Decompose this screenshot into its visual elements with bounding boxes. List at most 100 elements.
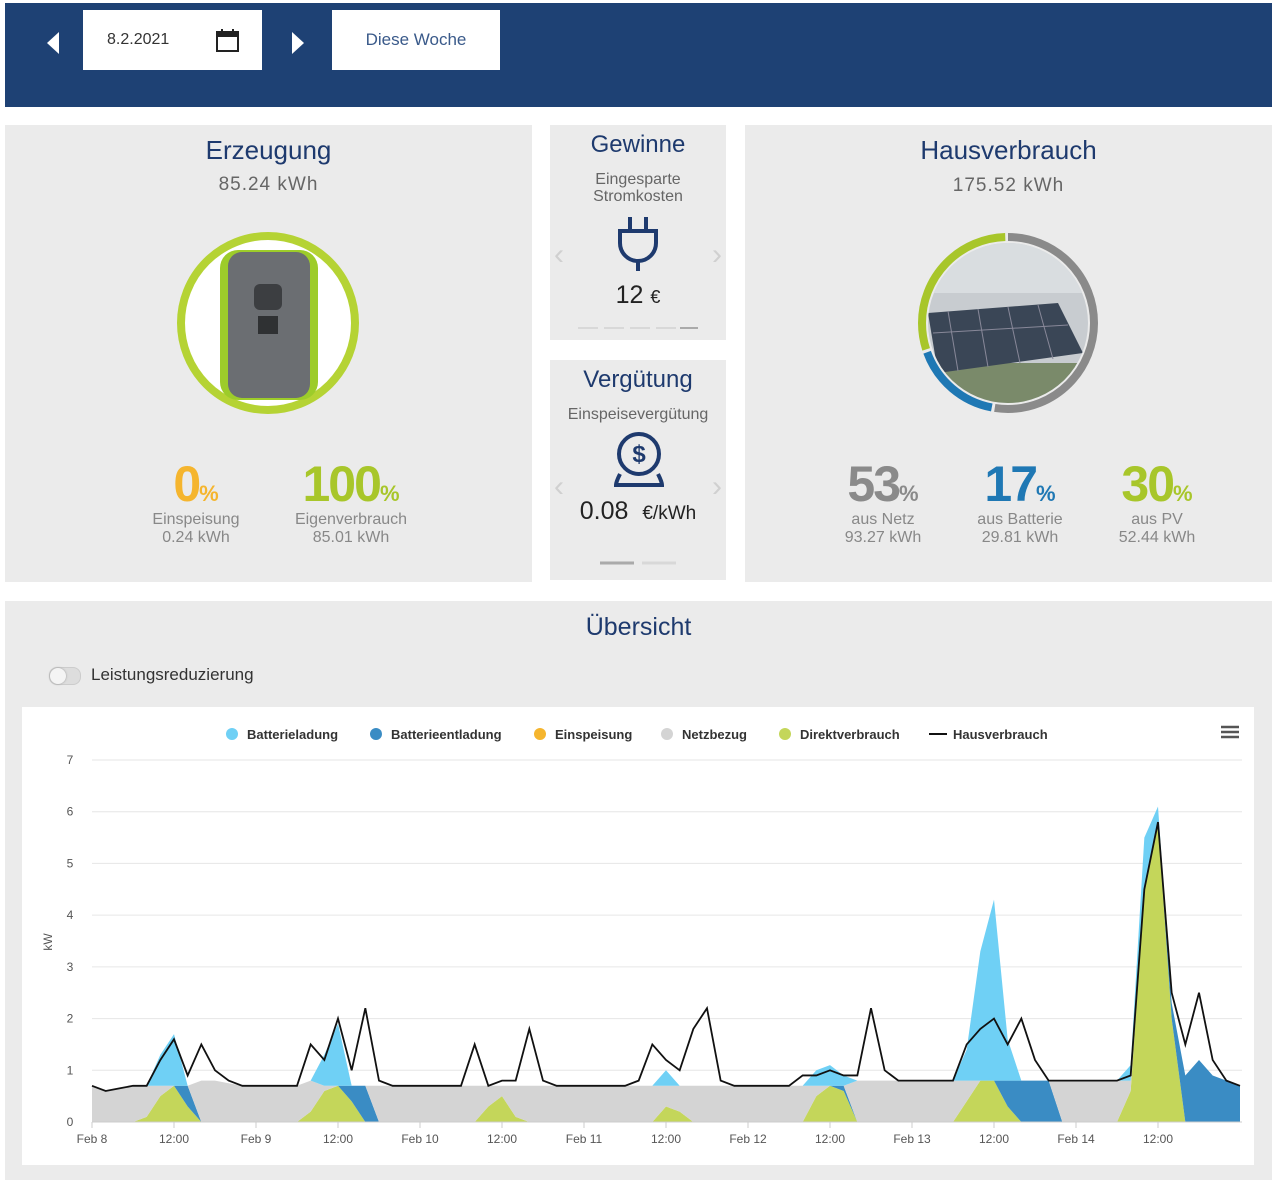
date-box[interactable]: 8.2.2021 xyxy=(83,10,262,70)
x-tick-label: 12:00 xyxy=(651,1132,681,1146)
legend-label: Batterieladung xyxy=(247,727,338,742)
menu-icon[interactable] xyxy=(1221,725,1239,739)
inverter-image xyxy=(177,232,359,414)
stat-label: Eigenverbrauch xyxy=(294,511,408,528)
overview-title: Übersicht xyxy=(585,613,692,641)
stat-unit: % xyxy=(1036,481,1056,506)
donut xyxy=(918,233,1098,413)
x-tick-label: 12:00 xyxy=(323,1132,353,1146)
card-subtitle: Einspeisevergütung xyxy=(567,406,709,423)
legend-label: Netzbezug xyxy=(682,727,747,742)
svg-text:$: $ xyxy=(632,441,646,468)
x-tick-label: Feb 13 xyxy=(893,1132,931,1146)
stat-label: aus Netz xyxy=(851,511,915,528)
x-tick-label: Feb 14 xyxy=(1057,1132,1095,1146)
toggle[interactable] xyxy=(49,667,81,685)
stat-label: aus Batterie xyxy=(977,511,1063,528)
erzeugung-card: Erzeugung 85.24 kWh 0% Einspeisung 0.24 kW… xyxy=(5,125,532,582)
card-title: Vergütung xyxy=(583,366,693,393)
stat-number: 0 xyxy=(173,456,201,512)
prev-chevron[interactable]: ‹ xyxy=(554,238,564,271)
plug-icon xyxy=(618,217,658,271)
stat: 30% aus PV 52.44 kWh xyxy=(1077,455,1237,547)
stat-number: 53 xyxy=(847,456,901,512)
gewinne-card: Gewinne Eingesparte Stromkosten ‹ › 12 € xyxy=(550,125,726,340)
calendar-icon[interactable] xyxy=(215,28,241,54)
chart: 0 1 2 3 4 5 6 7 kW Feb 8 12:00 Feb 9 12:00 Feb 10 12:0… xyxy=(22,707,1254,1165)
line xyxy=(91,821,1241,1092)
coin-icon: $ xyxy=(613,432,665,487)
stat: 100% Eigenverbrauch 85.01 kWh xyxy=(271,455,431,547)
stat-number: 30 xyxy=(1121,456,1175,512)
stat-amount: 85.01 kWh xyxy=(312,529,390,546)
x-tick-label: 12:00 xyxy=(1143,1132,1173,1146)
legend-label: Hausverbrauch xyxy=(953,727,1048,742)
area xyxy=(92,822,1240,1122)
legend-label: Batterieentladung xyxy=(391,727,502,742)
legend-swatch xyxy=(534,728,546,740)
card-subtitle: Eingesparte Stromkosten xyxy=(593,171,683,205)
value-unit: € xyxy=(650,287,661,307)
x-tick-label: Feb 12 xyxy=(729,1132,767,1146)
next-chevron[interactable]: › xyxy=(712,238,722,271)
y-tick-label: 5 xyxy=(67,856,74,870)
card-title: Hausverbrauch xyxy=(920,135,1097,165)
pager-dots[interactable] xyxy=(600,561,678,565)
prev-chevron[interactable]: ‹ xyxy=(554,470,564,503)
stat: 0% Einspeisung 0.24 kWh xyxy=(116,455,276,547)
x-tick-label: Feb 10 xyxy=(401,1132,439,1146)
card-title: Erzeugung xyxy=(205,135,332,165)
stat-value: 17% xyxy=(940,455,1100,512)
toggle-label: Leistungsreduzierung xyxy=(91,665,254,684)
card-title: Gewinne xyxy=(590,131,686,158)
gewinne-value: 12 € xyxy=(550,281,726,310)
week-button[interactable]: Diese Woche xyxy=(332,10,500,70)
y-tick-label: 0 xyxy=(67,1115,74,1129)
area xyxy=(92,806,1240,1091)
y-tick-label: 4 xyxy=(67,908,74,922)
card-total: 85.24 kWh xyxy=(218,174,319,195)
x-tick-label: Feb 9 xyxy=(241,1132,272,1146)
y-tick-label: 7 xyxy=(67,753,74,767)
stat-unit: % xyxy=(379,481,400,506)
date: 8.2.2021 xyxy=(107,31,170,48)
stat-number: 17 xyxy=(984,456,1038,512)
y-tick-label: 6 xyxy=(67,805,74,819)
next-chevron[interactable]: › xyxy=(712,470,722,503)
verguetung-card: Vergütung Einspeisevergütung ‹ › $ 0.08 €… xyxy=(550,360,726,580)
stat-value: 0% xyxy=(116,455,276,512)
legend-label: Direktverbrauch xyxy=(800,727,900,742)
verguetung-value: 0.08 €/kWh xyxy=(550,497,726,526)
stat: 17% aus Batterie 29.81 kWh xyxy=(940,455,1100,547)
value-unit: €/kWh xyxy=(642,503,697,524)
legend-swatch xyxy=(226,728,238,740)
pager-dots[interactable] xyxy=(578,326,700,330)
value-number: 0.08 xyxy=(579,497,629,525)
stat-unit: % xyxy=(1173,481,1193,506)
stat-unit: % xyxy=(199,481,219,506)
legend-swatch xyxy=(661,728,673,740)
y-tick-label: 3 xyxy=(67,960,74,974)
stat-amount: 52.44 kWh xyxy=(1118,529,1196,546)
x-tick-label: 12:00 xyxy=(815,1132,845,1146)
area xyxy=(92,822,1240,1091)
next-arrow[interactable] xyxy=(288,30,308,56)
stat-amount: 93.27 kWh xyxy=(844,529,922,546)
stat-label: aus PV xyxy=(1131,511,1183,528)
prev-arrow[interactable] xyxy=(43,30,63,56)
donut-segment xyxy=(918,233,1098,413)
y-axis-label: kW xyxy=(41,933,55,951)
value-number: 12 xyxy=(615,281,644,309)
card-total: 175.52 kWh xyxy=(952,175,1065,196)
stat-unit: % xyxy=(899,481,919,506)
donut-segment xyxy=(918,233,1098,413)
legend-label: Einspeisung xyxy=(555,727,632,742)
x-tick-label: 12:00 xyxy=(159,1132,189,1146)
stat-value: 53% xyxy=(803,455,963,512)
y-tick-label: 1 xyxy=(67,1063,74,1077)
y-tick-label: 2 xyxy=(67,1012,74,1026)
x-tick-label: 12:00 xyxy=(979,1132,1009,1146)
hausverbrauch-card: Hausverbrauch 175.52 kWh 53% aus Netz 93.2… xyxy=(745,125,1272,582)
x-tick-label: 12:00 xyxy=(487,1132,517,1146)
stat: 53% aus Netz 93.27 kWh xyxy=(803,455,963,547)
